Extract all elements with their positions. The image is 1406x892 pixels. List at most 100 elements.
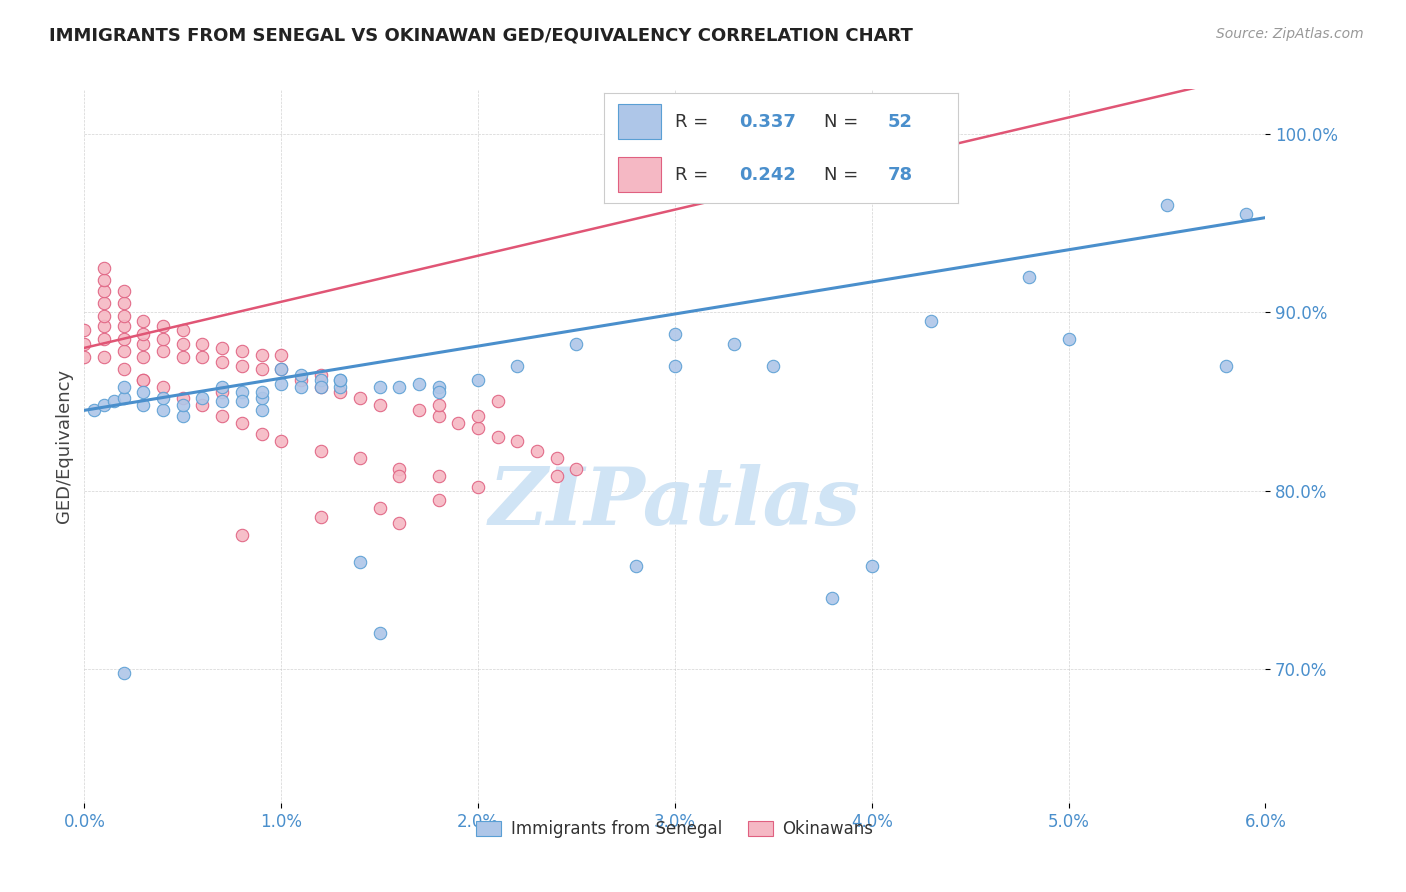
Point (152, 344, 174, 359)
Point (93, 319, 115, 334)
Point (250, 362, 273, 376)
Point (821, 591, 844, 605)
Point (231, 359, 253, 373)
Point (467, 421, 489, 435)
Point (546, 451, 568, 466)
Point (546, 469, 568, 483)
Point (329, 385, 352, 400)
Point (250, 426, 273, 441)
Point (112, 344, 135, 359)
Point (172, 350, 194, 364)
Point (152, 319, 174, 334)
Point (368, 398, 391, 412)
Point (83, 403, 105, 417)
Point (664, 326, 686, 341)
Point (486, 430, 509, 444)
Point (467, 480, 489, 494)
Point (93, 284, 115, 298)
Point (112, 296, 135, 310)
Point (231, 344, 253, 359)
Point (132, 373, 155, 387)
Point (1234, 207, 1257, 221)
Point (270, 376, 292, 391)
Point (329, 373, 352, 387)
Point (132, 350, 155, 364)
Point (231, 416, 253, 430)
Point (467, 409, 489, 423)
Point (211, 341, 233, 355)
Point (290, 373, 312, 387)
Legend: Immigrants from Senegal, Okinawans: Immigrants from Senegal, Okinawans (470, 814, 880, 845)
Point (112, 319, 135, 334)
Point (427, 380, 450, 394)
Point (73, 323, 96, 337)
Point (93, 296, 115, 310)
Point (250, 385, 273, 400)
Point (132, 385, 155, 400)
Point (231, 528, 253, 542)
Point (132, 398, 155, 412)
Point (565, 462, 588, 476)
Point (565, 337, 588, 351)
Point (349, 555, 371, 569)
Text: ZIPatlas: ZIPatlas (489, 465, 860, 541)
Point (427, 398, 450, 412)
Point (152, 403, 174, 417)
Point (723, 337, 745, 351)
Point (152, 391, 174, 405)
Point (132, 314, 155, 328)
Point (270, 434, 292, 448)
Point (270, 362, 292, 376)
Point (1156, 198, 1178, 212)
Point (290, 380, 312, 394)
Point (349, 451, 371, 466)
Point (408, 376, 430, 391)
Point (132, 326, 155, 341)
Point (920, 314, 942, 328)
Point (486, 394, 509, 409)
Point (762, 359, 785, 373)
Point (388, 380, 411, 394)
Point (467, 373, 489, 387)
Point (112, 380, 135, 394)
Point (506, 359, 529, 373)
Point (73, 337, 96, 351)
Point (191, 337, 214, 351)
Point (270, 362, 292, 376)
Point (388, 462, 411, 476)
Point (309, 444, 332, 458)
Point (172, 337, 194, 351)
Point (388, 469, 411, 483)
Point (427, 409, 450, 423)
Point (427, 492, 450, 507)
Point (309, 380, 332, 394)
Point (1057, 332, 1080, 346)
Point (73, 350, 96, 364)
Point (112, 332, 135, 346)
Point (93, 350, 115, 364)
Point (172, 409, 194, 423)
Point (664, 359, 686, 373)
Point (290, 368, 312, 382)
Point (172, 323, 194, 337)
Point (231, 394, 253, 409)
Point (250, 348, 273, 362)
Point (191, 391, 214, 405)
Point (112, 665, 135, 680)
Point (349, 391, 371, 405)
Point (191, 398, 214, 412)
Point (112, 391, 135, 405)
Point (368, 626, 391, 640)
Point (132, 337, 155, 351)
Point (93, 260, 115, 275)
Point (112, 309, 135, 323)
Text: IMMIGRANTS FROM SENEGAL VS OKINAWAN GED/EQUIVALENCY CORRELATION CHART: IMMIGRANTS FROM SENEGAL VS OKINAWAN GED/… (49, 27, 912, 45)
Point (93, 398, 115, 412)
Point (447, 416, 470, 430)
Point (211, 409, 233, 423)
Point (152, 380, 174, 394)
Point (388, 516, 411, 530)
Point (309, 373, 332, 387)
Point (309, 510, 332, 524)
Point (172, 398, 194, 412)
